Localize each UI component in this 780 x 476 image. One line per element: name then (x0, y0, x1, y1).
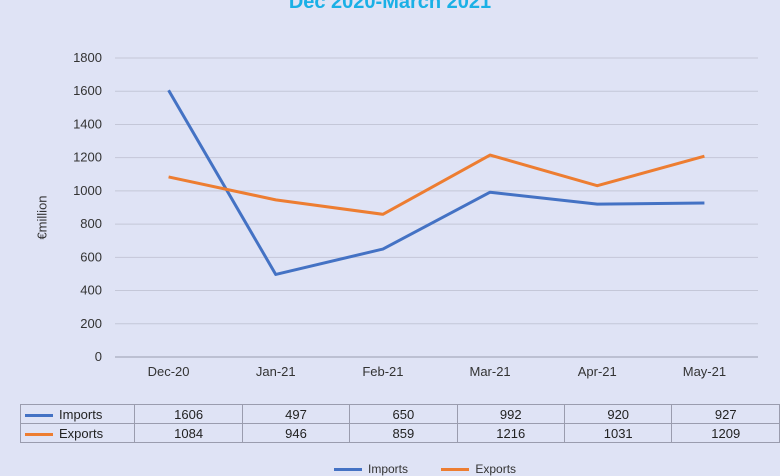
table-cell: 927 (671, 404, 780, 424)
table-cell: 992 (456, 404, 565, 424)
table-cell: 497 (241, 404, 351, 424)
imports-swatch (25, 413, 53, 417)
table-cell: 1084 (134, 423, 243, 443)
x-tick-label: Apr-21 (578, 364, 617, 379)
table-row-imports: Imports 1606 497 650 992 920 927 (19, 404, 780, 424)
x-tick-label: Dec-20 (148, 364, 190, 379)
x-tick-label: May-21 (683, 364, 726, 379)
table-cell: 920 (563, 404, 673, 424)
table-cell: 1031 (563, 423, 673, 443)
y-tick-label: 200 (80, 316, 102, 331)
y-tick-label: 600 (80, 249, 102, 264)
x-tick-label: Jan-21 (256, 364, 296, 379)
y-tick-label: 1600 (73, 83, 102, 98)
line-chart: 0 200 400 600 800 1000 1200 1400 1600 1800 Dec-20… (73, 50, 758, 379)
x-tick-label: Mar-21 (469, 364, 510, 379)
legend-item-exports: Exports (437, 462, 516, 476)
legend-item-imports: Imports (330, 462, 408, 476)
y-tick-label: 0 (95, 349, 102, 364)
gridlines (115, 57, 758, 358)
table-cell: 1209 (671, 423, 780, 443)
chart-title: Dec 2020-March 2021 (288, 0, 492, 13)
exports-swatch (25, 432, 53, 436)
y-tick-label: 400 (80, 283, 102, 298)
table-cell: 859 (349, 423, 458, 443)
table-row-exports: Exports 1084 946 859 1216 1031 1209 (19, 423, 780, 443)
table-cell: 1216 (456, 423, 565, 443)
series-label-exports: Exports (19, 423, 136, 443)
y-tick-labels: 0 200 400 600 800 1000 1200 1400 1600 1800 (73, 50, 102, 364)
y-tick-label: 1400 (73, 116, 102, 131)
table-cell: 1606 (134, 404, 243, 424)
series-line-imports (167, 89, 705, 276)
y-axis-label: €million (34, 195, 50, 240)
legend: Imports Exports (330, 462, 542, 476)
series-line-exports (168, 153, 705, 216)
x-tick-label: Feb-21 (362, 364, 403, 379)
table-cell: 650 (349, 404, 458, 424)
x-tick-labels: Dec-20 Jan-21 Feb-21 Mar-21 Apr-21 May-21 (148, 364, 726, 379)
series-label-imports: Imports (19, 404, 136, 424)
table-cell: 946 (241, 423, 351, 443)
y-tick-label: 1000 (73, 183, 102, 198)
y-tick-label: 1800 (73, 50, 102, 65)
series-lines (167, 89, 705, 276)
y-tick-label: 800 (80, 216, 102, 231)
data-table: Imports 1606 497 650 992 920 927 Exports… (19, 404, 780, 443)
y-tick-label: 1200 (73, 150, 102, 165)
